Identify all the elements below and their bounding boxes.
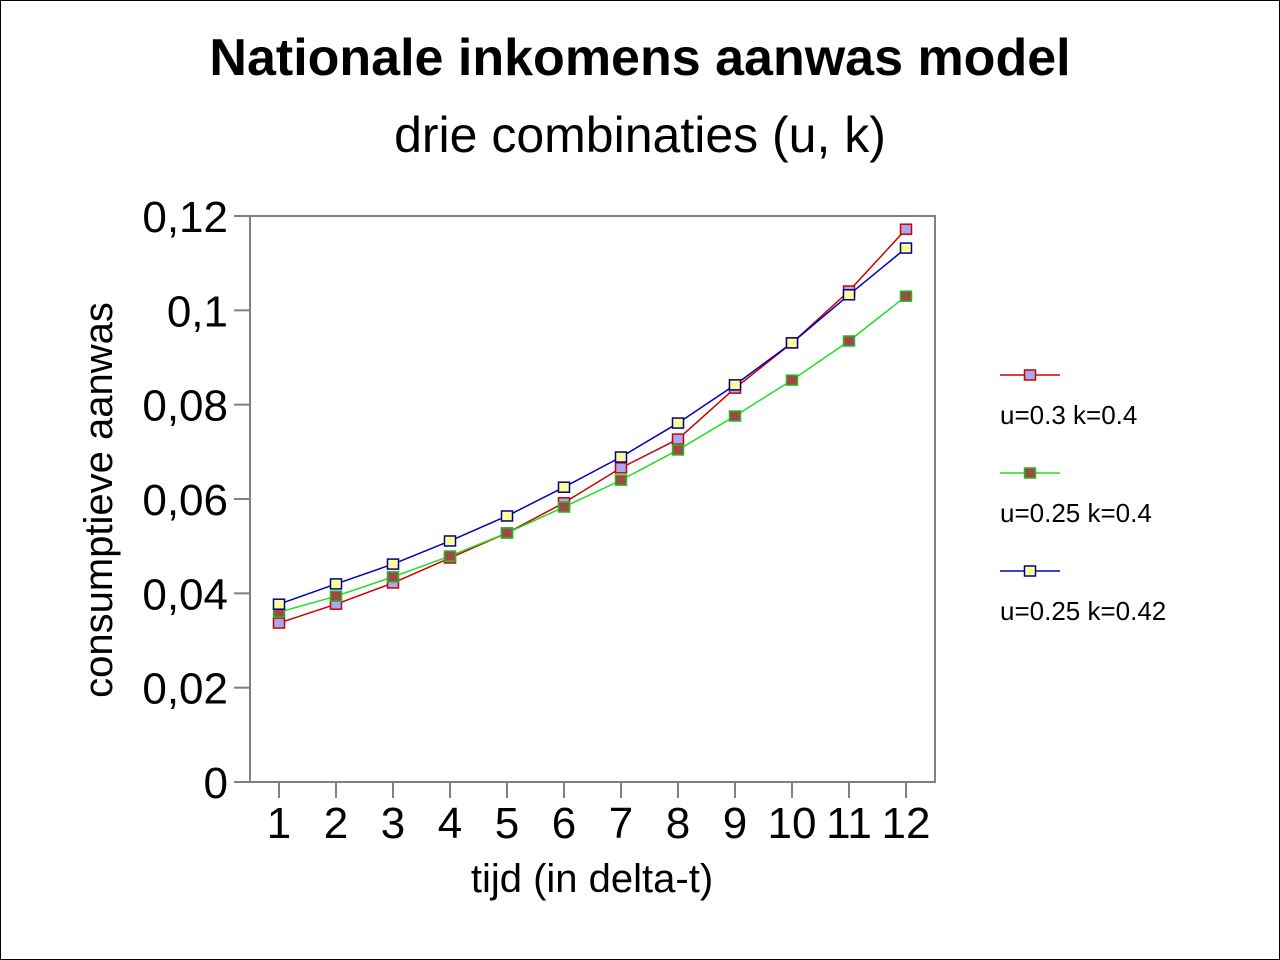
legend-marker xyxy=(1023,369,1037,381)
x-tick-label: 4 xyxy=(438,799,462,848)
data-point xyxy=(272,617,286,629)
x-tick-label: 2 xyxy=(324,799,348,848)
y-tick-label: 0,12 xyxy=(142,193,228,242)
legend-label: u=0.25 k=0.42 xyxy=(1000,596,1167,626)
data-point xyxy=(671,444,685,456)
data-point xyxy=(728,379,742,391)
x-tick-label: 3 xyxy=(381,799,405,848)
x-tick-label: 10 xyxy=(768,799,817,848)
series-line xyxy=(278,295,907,613)
data-point xyxy=(899,242,913,254)
x-axis-label: tijd (in delta-t) xyxy=(471,857,713,901)
x-tick-label: 12 xyxy=(882,799,931,848)
data-point xyxy=(443,550,457,562)
plot-area xyxy=(249,215,936,783)
y-tick-label: 0 xyxy=(204,759,228,808)
y-tick-label: 0,06 xyxy=(142,476,228,525)
data-point xyxy=(671,417,685,429)
data-point xyxy=(557,481,571,493)
data-point xyxy=(557,501,571,513)
data-point xyxy=(785,337,799,349)
y-tick-label: 0,04 xyxy=(142,570,228,619)
chart-subtitle: drie combinaties (u, k) xyxy=(394,107,886,163)
data-point xyxy=(614,474,628,486)
data-point xyxy=(329,578,343,590)
data-point xyxy=(671,433,685,445)
legend-marker xyxy=(1023,467,1037,479)
x-tick-label: 8 xyxy=(666,799,690,848)
data-point xyxy=(443,535,457,547)
data-point xyxy=(728,410,742,422)
y-tick-label: 0,02 xyxy=(142,665,228,714)
x-tick-label: 11 xyxy=(826,799,872,848)
data-point xyxy=(500,527,514,539)
y-axis-label: consumptieve aanwas xyxy=(77,302,121,698)
data-point xyxy=(614,451,628,463)
data-point xyxy=(386,558,400,570)
x-tick-label: 7 xyxy=(609,799,633,848)
legend-label: u=0.25 k=0.4 xyxy=(1000,498,1152,528)
data-point xyxy=(899,290,913,302)
data-point xyxy=(899,223,913,235)
data-point xyxy=(500,510,514,522)
data-point xyxy=(842,335,856,347)
legend-marker xyxy=(1023,565,1037,577)
x-tick-label: 5 xyxy=(495,799,519,848)
data-point xyxy=(842,289,856,301)
y-tick-label: 0,08 xyxy=(142,382,228,431)
x-tick-label: 9 xyxy=(723,799,747,848)
x-tick-label: 6 xyxy=(552,799,576,848)
data-point xyxy=(329,590,343,602)
y-tick-label: 0,1 xyxy=(167,287,228,336)
legend-label: u=0.3 k=0.4 xyxy=(1000,400,1138,430)
data-point xyxy=(386,571,400,583)
x-tick-label: 1 xyxy=(267,799,291,848)
series-line xyxy=(278,247,907,605)
data-point xyxy=(785,374,799,386)
data-point xyxy=(272,598,286,610)
chart-title: Nationale inkomens aanwas model xyxy=(209,29,1071,87)
data-point xyxy=(614,462,628,474)
